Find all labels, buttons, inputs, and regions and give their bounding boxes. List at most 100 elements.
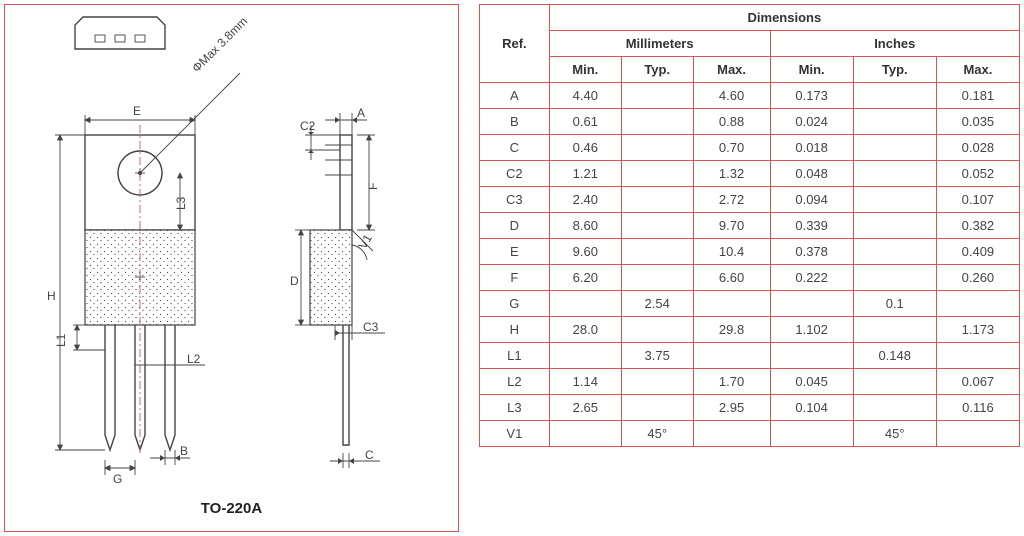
dim-A: A: [357, 106, 365, 120]
table-row: V145°45°: [480, 421, 1020, 447]
dim-D: D: [290, 274, 299, 288]
dim-E: E: [133, 104, 141, 118]
cell-mm_max: 10.4: [693, 239, 770, 265]
hole-note: ΦMax 3.8mm: [189, 14, 250, 75]
cell-in_max: 0.028: [936, 135, 1019, 161]
cell-in_min: [770, 421, 853, 447]
mechanical-drawing-svg: E ΦMax 3.8mm L3 H L1 L2: [5, 5, 458, 495]
table-row: C32.402.720.0940.107: [480, 187, 1020, 213]
cell-ref: L1: [480, 343, 550, 369]
cell-mm_min: 0.46: [549, 135, 621, 161]
header-dimensions: Dimensions: [549, 5, 1019, 31]
cell-in_typ: [853, 239, 936, 265]
cell-mm_min: 6.20: [549, 265, 621, 291]
cell-mm_min: 2.40: [549, 187, 621, 213]
cell-mm_typ: [621, 265, 693, 291]
cell-ref: B: [480, 109, 550, 135]
cell-ref: F: [480, 265, 550, 291]
cell-in_typ: [853, 265, 936, 291]
cell-in_max: 0.260: [936, 265, 1019, 291]
table-row: D8.60 9.700.339 0.382: [480, 213, 1020, 239]
dimensions-table-panel: Ref. Dimensions Millimeters Inches Min. …: [479, 4, 1020, 532]
cell-ref: D: [480, 213, 550, 239]
cell-in_min: 0.378: [770, 239, 853, 265]
cell-in_max: [936, 291, 1019, 317]
cell-in_typ: [853, 395, 936, 421]
dim-F: F: [366, 183, 380, 190]
cell-in_max: 0.409: [936, 239, 1019, 265]
package-diagram: E ΦMax 3.8mm L3 H L1 L2: [4, 4, 459, 532]
cell-in_typ: [853, 109, 936, 135]
cell-in_typ: 0.148: [853, 343, 936, 369]
table-row: B0.610.880.0240.035: [480, 109, 1020, 135]
cell-in_min: 0.018: [770, 135, 853, 161]
cell-mm_typ: [621, 213, 693, 239]
cell-mm_typ: [621, 395, 693, 421]
cell-mm_max: 2.95: [693, 395, 770, 421]
cell-in_max: 0.052: [936, 161, 1019, 187]
cell-in_typ: [853, 187, 936, 213]
cell-ref: G: [480, 291, 550, 317]
cell-in_typ: 0.1: [853, 291, 936, 317]
cell-in_min: 0.222: [770, 265, 853, 291]
cell-in_typ: 45°: [853, 421, 936, 447]
cell-in_min: 0.045: [770, 369, 853, 395]
table-row: A4.404.600.1730.181: [480, 83, 1020, 109]
cell-ref: L2: [480, 369, 550, 395]
cell-in_max: 0.382: [936, 213, 1019, 239]
cell-mm_min: 4.40: [549, 83, 621, 109]
cell-in_typ: [853, 135, 936, 161]
cell-mm_typ: [621, 239, 693, 265]
cell-mm_max: 9.70: [693, 213, 770, 239]
cell-ref: A: [480, 83, 550, 109]
cell-in_max: 0.107: [936, 187, 1019, 213]
table-row: H28.029.81.1021.173: [480, 317, 1020, 343]
header-mm-min: Min.: [549, 57, 621, 83]
cell-mm_min: 8.60: [549, 213, 621, 239]
cell-ref: E: [480, 239, 550, 265]
cell-mm_typ: 2.54: [621, 291, 693, 317]
cell-ref: C: [480, 135, 550, 161]
cell-in_min: 1.102: [770, 317, 853, 343]
cell-in_typ: [853, 369, 936, 395]
dim-V1: V1: [355, 232, 375, 252]
cell-mm_max: 1.70: [693, 369, 770, 395]
cell-mm_max: 29.8: [693, 317, 770, 343]
cell-mm_min: 2.65: [549, 395, 621, 421]
cell-mm_max: [693, 421, 770, 447]
cell-in_min: 0.339: [770, 213, 853, 239]
header-mm-max: Max.: [693, 57, 770, 83]
dim-B: B: [180, 444, 188, 458]
cell-mm_max: [693, 291, 770, 317]
header-in-max: Max.: [936, 57, 1019, 83]
cell-mm_max: 4.60: [693, 83, 770, 109]
header-mm: Millimeters: [549, 31, 770, 57]
cell-in_max: [936, 343, 1019, 369]
cell-in_min: 0.024: [770, 109, 853, 135]
cell-in_max: 1.173: [936, 317, 1019, 343]
cell-in_min: 0.173: [770, 83, 853, 109]
dimensions-table: Ref. Dimensions Millimeters Inches Min. …: [479, 4, 1020, 447]
table-row: L21.141.700.0450.067: [480, 369, 1020, 395]
cell-in_min: [770, 343, 853, 369]
cell-in_min: 0.094: [770, 187, 853, 213]
dim-C2: C2: [300, 119, 316, 133]
cell-mm_min: [549, 343, 621, 369]
table-row: E9.6010.40.3780.409: [480, 239, 1020, 265]
cell-mm_min: 1.21: [549, 161, 621, 187]
table-row: G 2.54 0.1: [480, 291, 1020, 317]
cell-mm_min: [549, 421, 621, 447]
cell-mm_typ: [621, 109, 693, 135]
cell-mm_min: [549, 291, 621, 317]
cell-mm_max: 0.88: [693, 109, 770, 135]
side-view: C2 A F D V1: [290, 106, 385, 468]
part-number-label: TO-220A: [201, 500, 262, 517]
front-view: E ΦMax 3.8mm L3 H L1 L2: [47, 14, 250, 486]
dim-C3: C3: [363, 320, 379, 334]
cell-mm_typ: [621, 369, 693, 395]
table-row: F6.206.600.2220.260: [480, 265, 1020, 291]
cell-in_min: 0.104: [770, 395, 853, 421]
cell-ref: L3: [480, 395, 550, 421]
header-ref: Ref.: [480, 5, 550, 83]
cell-mm_typ: [621, 187, 693, 213]
